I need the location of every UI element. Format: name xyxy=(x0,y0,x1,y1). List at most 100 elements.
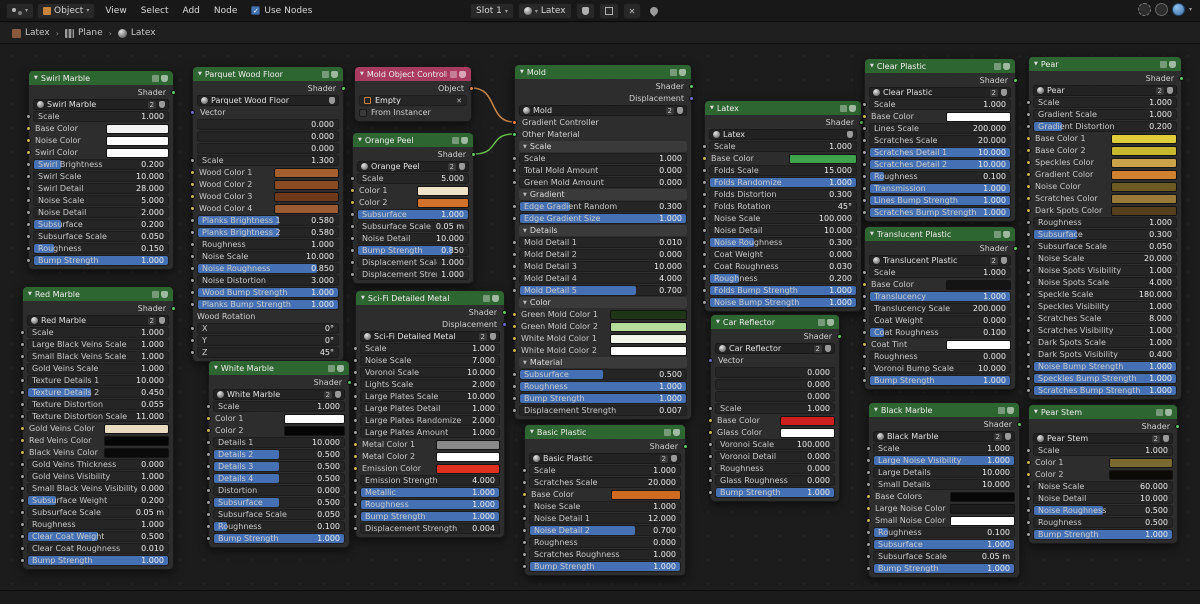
shader-socket[interactable] xyxy=(859,120,864,125)
value-field[interactable]: Voronoi Scale 10.000 xyxy=(360,367,500,378)
value-socket[interactable] xyxy=(862,378,867,383)
shader-socket[interactable] xyxy=(471,152,476,157)
breadcrumb-item-latex-0[interactable]: Latex xyxy=(12,28,50,38)
value-field[interactable]: Displacement Strength 1.000 xyxy=(357,269,469,280)
value-socket[interactable] xyxy=(350,176,355,181)
value-field[interactable]: Noise Scale 5.000 xyxy=(33,195,169,206)
color-swatch[interactable] xyxy=(273,191,339,202)
slider-field[interactable]: Roughness 0.100 xyxy=(869,171,1011,182)
value-field[interactable]: Large Plates Scale 10.000 xyxy=(360,391,500,402)
value-socket[interactable] xyxy=(1026,508,1031,513)
collapse-icon[interactable]: ▼ xyxy=(870,63,874,69)
color-socket[interactable] xyxy=(1026,208,1031,213)
value-socket[interactable] xyxy=(522,552,527,557)
value-socket[interactable] xyxy=(1026,520,1031,525)
editor-type-button[interactable]: ▾ xyxy=(6,2,35,19)
value-socket[interactable] xyxy=(1026,448,1031,453)
value-socket[interactable] xyxy=(26,174,31,179)
value-socket[interactable] xyxy=(702,192,707,197)
slider-field[interactable]: Noise Detail 2 0.700 xyxy=(529,525,681,536)
value-field[interactable]: Voronoi Bump Scale 10.000 xyxy=(869,363,1011,374)
value-socket[interactable] xyxy=(190,242,195,247)
value-socket[interactable] xyxy=(353,418,358,423)
value-socket[interactable] xyxy=(862,150,867,155)
value-socket[interactable] xyxy=(1026,244,1031,249)
value-field[interactable]: Dark Spots Scale 1.000 xyxy=(1033,337,1177,348)
value-socket[interactable] xyxy=(1026,112,1031,117)
value-socket[interactable] xyxy=(20,522,25,527)
color-swatch[interactable] xyxy=(103,423,169,434)
node-orange-peel[interactable]: ▼ Orange Peel Shader Orange Peel 2 Scale 5.000… xyxy=(350,132,476,284)
value-socket[interactable] xyxy=(20,342,25,347)
value-field[interactable]: Scale 1.000 xyxy=(715,403,835,414)
use-nodes-checkbox[interactable]: ✓ Use Nodes xyxy=(251,6,312,16)
slider-field[interactable]: Speckles Bump Strength 1.000 xyxy=(1033,373,1177,384)
node-pear[interactable]: ▼ Pear Shader Pear 2 Scale 1.000 Gradient Scale… xyxy=(1026,56,1184,400)
value-socket[interactable] xyxy=(1026,304,1031,309)
value-field[interactable]: Scratches Visibility 1.000 xyxy=(1033,325,1177,336)
value-field[interactable]: Mold Detail 4 4.000 xyxy=(519,273,687,284)
collapse-icon[interactable]: ▼ xyxy=(1034,409,1038,415)
value-socket[interactable] xyxy=(20,546,25,551)
color-socket[interactable] xyxy=(350,200,355,205)
unlink-material-button[interactable]: ✕ xyxy=(622,3,642,19)
value-field[interactable]: Scale 1.000 xyxy=(873,443,1015,454)
color-swatch[interactable] xyxy=(1110,193,1177,204)
color-socket[interactable] xyxy=(190,194,195,199)
value-field[interactable]: Displacement Strength 0.004 xyxy=(360,523,500,534)
color-socket[interactable] xyxy=(1026,196,1031,201)
node-group-selector[interactable]: Red Marble 2 xyxy=(27,315,169,326)
color-swatch[interactable] xyxy=(1110,181,1177,192)
breadcrumb-item-latex-2[interactable]: Latex xyxy=(117,28,156,38)
collapse-icon[interactable]: ▼ xyxy=(360,71,364,77)
slider-field[interactable]: Subsurface Weight 0.200 xyxy=(27,495,169,506)
value-field[interactable]: Displacement Scale 1.000 xyxy=(357,257,469,268)
value-socket[interactable] xyxy=(702,276,707,281)
slider-field[interactable]: Noise Bump Strength 1.000 xyxy=(1033,361,1177,372)
value-socket[interactable] xyxy=(862,138,867,143)
menu-add[interactable]: Add xyxy=(182,5,200,16)
value-field[interactable]: Mold Detail 3 10.000 xyxy=(519,261,687,272)
color-swatch[interactable] xyxy=(417,197,469,208)
value-socket[interactable] xyxy=(512,204,517,209)
color-swatch[interactable] xyxy=(1110,133,1177,144)
value-field[interactable]: Noise Detail 10.000 xyxy=(357,233,469,244)
color-swatch[interactable] xyxy=(284,425,345,436)
value-field[interactable]: Gold Veins Thickness 0.000 xyxy=(27,459,169,470)
value-socket[interactable] xyxy=(20,474,25,479)
node-sci-fi-detailed-metal[interactable]: ▼ Sci-Fi Detailed Metal Shader Displacement… xyxy=(353,290,507,538)
color-swatch[interactable] xyxy=(1108,469,1173,480)
color-swatch[interactable] xyxy=(1110,145,1177,156)
shader-socket[interactable] xyxy=(171,306,176,311)
value-socket[interactable] xyxy=(862,294,867,299)
shader-socket[interactable] xyxy=(1017,422,1022,427)
value-socket[interactable] xyxy=(26,162,31,167)
color-swatch[interactable] xyxy=(106,135,169,146)
node-header[interactable]: ▼ Pear Stem xyxy=(1029,405,1177,419)
color-swatch[interactable] xyxy=(609,321,687,332)
color-socket[interactable] xyxy=(1026,172,1031,177)
value-socket[interactable] xyxy=(522,516,527,521)
value-field[interactable]: Scale 1.000 xyxy=(1033,97,1177,108)
value-socket[interactable] xyxy=(190,290,195,295)
value-socket[interactable] xyxy=(206,524,211,529)
collapse-icon[interactable]: ▼ xyxy=(198,71,202,77)
collapse-icon[interactable]: ▼ xyxy=(716,319,720,325)
node-group-selector[interactable]: Mold 2 xyxy=(519,105,687,116)
shader-socket[interactable] xyxy=(837,334,842,339)
value-socket[interactable] xyxy=(522,540,527,545)
node-header[interactable]: ▼Mold Object Controller xyxy=(355,67,471,81)
color-swatch[interactable] xyxy=(435,439,500,450)
value-socket[interactable] xyxy=(522,468,527,473)
color-swatch[interactable] xyxy=(1108,457,1173,468)
color-swatch[interactable] xyxy=(945,111,1011,122)
color-swatch[interactable] xyxy=(284,413,345,424)
value-field[interactable]: Scale 1.000 xyxy=(33,111,169,122)
value-socket[interactable] xyxy=(20,534,25,539)
value-field[interactable]: Subsurface Scale 0.050 xyxy=(213,509,345,520)
value-field[interactable]: Emission Strength 4.000 xyxy=(360,475,500,486)
value-socket[interactable] xyxy=(702,144,707,149)
value-field[interactable]: Roughness 1.000 xyxy=(27,519,169,530)
value-socket[interactable] xyxy=(862,102,867,107)
value-socket[interactable] xyxy=(190,254,195,259)
